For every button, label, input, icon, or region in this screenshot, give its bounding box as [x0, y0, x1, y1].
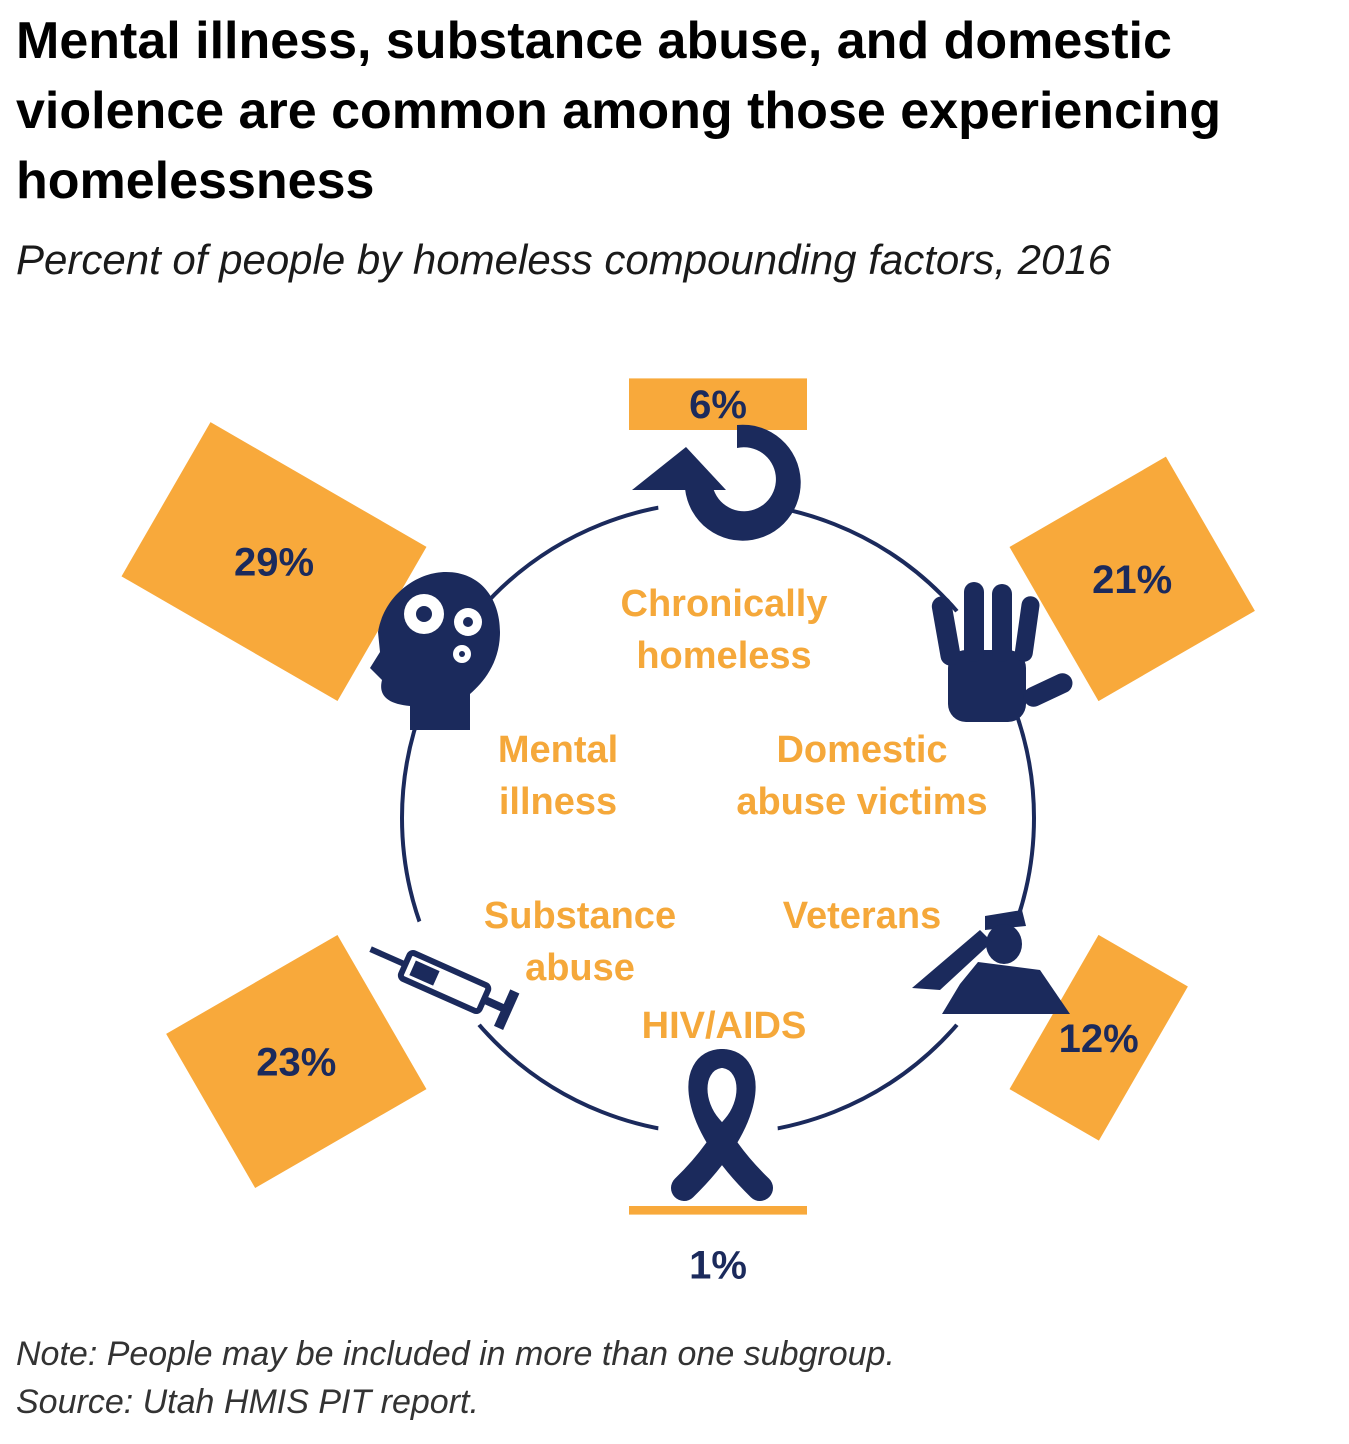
category-label: abuse victims [736, 781, 987, 823]
value-label: 12% [1059, 1017, 1139, 1061]
saluting-soldier-icon [912, 910, 1070, 1014]
value-label: 1% [689, 1244, 747, 1288]
bar-substance-abuse [166, 934, 427, 1189]
chart-subtitle: Percent of people by homeless compoundin… [16, 236, 1112, 283]
category-label: abuse [525, 947, 635, 989]
bars [121, 378, 1255, 1215]
category-label: Substance [484, 895, 676, 937]
category-label: illness [499, 781, 617, 823]
awareness-ribbon-icon [671, 1049, 773, 1201]
bar-hiv-aids [629, 1206, 807, 1215]
value-label: 29% [234, 541, 314, 585]
bar-mental-illness [121, 422, 427, 702]
category-label: Mental [498, 729, 618, 771]
bar-veterans [1009, 934, 1188, 1141]
bar-chronically-homeless [629, 378, 807, 430]
category-label: homeless [636, 635, 811, 677]
head-gears-icon [370, 572, 500, 730]
cycle-arrow-icon [632, 424, 801, 541]
icons [369, 424, 1073, 1201]
chart-source: Source: Utah HMIS PIT report. [16, 1383, 479, 1421]
bar-domestic-abuse-victims [1009, 456, 1255, 702]
value-labels: 6% 21% 12% 1% 23% 29% [234, 383, 1172, 1287]
value-label: 6% [689, 383, 747, 427]
category-label: Domestic [776, 729, 947, 771]
value-label: 21% [1092, 558, 1172, 602]
category-label: Chronically [621, 583, 828, 625]
chart-note: Note: People may be included in more tha… [16, 1335, 895, 1373]
hand-icon [931, 582, 1073, 722]
chart-title: Mental illness, substance abuse, and dom… [16, 12, 1222, 210]
value-label: 23% [256, 1041, 336, 1085]
category-labels: Chronically homeless Domestic abuse victims… [484, 583, 988, 1047]
category-label: Veterans [783, 895, 941, 937]
syringe-icon [369, 946, 520, 1030]
category-label: HIV/AIDS [642, 1005, 807, 1047]
